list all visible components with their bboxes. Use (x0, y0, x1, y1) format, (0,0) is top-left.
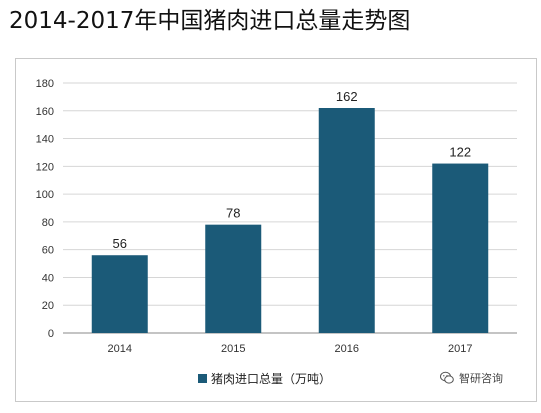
bar-2014 (91, 255, 148, 333)
y-tick-label: 20 (42, 300, 54, 312)
x-tick-label: 2016 (335, 343, 359, 355)
bar-2017 (432, 163, 489, 333)
y-tick-label: 40 (42, 272, 54, 284)
wechat-bubble-icon (440, 371, 454, 384)
x-tick-label: 2014 (108, 343, 132, 355)
y-axis-ticks: 0 20 40 60 80 100 120 140 160 180 (36, 78, 54, 340)
y-tick-label: 80 (42, 217, 54, 229)
legend-swatch (198, 373, 207, 383)
y-tick-label: 100 (36, 189, 54, 201)
data-label-2017: 122 (449, 145, 471, 160)
data-label-2016: 162 (336, 89, 358, 104)
legend-label: 猪肉进口总量（万吨） (211, 371, 332, 386)
y-tick-label: 60 (42, 245, 54, 257)
data-labels: 56 78 162 122 (113, 89, 472, 251)
y-tick-label: 180 (36, 78, 54, 90)
y-tick-label: 140 (36, 134, 54, 146)
x-axis-ticks: 2014 2015 2016 2017 (108, 343, 473, 355)
bar-2016 (318, 108, 375, 333)
y-tick-label: 120 (36, 161, 54, 173)
bar-2015 (205, 224, 262, 333)
y-tick-label: 0 (48, 328, 54, 340)
watermark-text: 智研咨询 (459, 372, 503, 385)
watermark: 智研咨询 (440, 368, 503, 388)
x-tick-label: 2015 (221, 343, 245, 355)
data-label-2015: 78 (226, 206, 240, 221)
data-label-2014: 56 (113, 236, 127, 251)
y-tick-label: 160 (36, 106, 54, 118)
legend: 猪肉进口总量（万吨） (198, 369, 331, 387)
bars (91, 108, 489, 333)
x-tick-label: 2017 (448, 343, 472, 355)
page-title: 2014-2017年中国猪肉进口总量走势图 (9, 8, 411, 34)
